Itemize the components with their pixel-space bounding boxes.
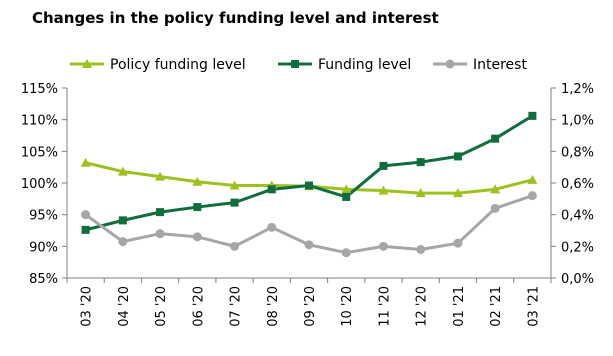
series-2-point bbox=[193, 203, 202, 212]
right-axis-tick-label: 1,2% bbox=[561, 82, 594, 97]
right-axis-tick-label: 0,8% bbox=[561, 145, 594, 160]
series-3-point bbox=[416, 245, 426, 254]
right-axis-tick-label: 0,0% bbox=[561, 272, 594, 287]
series-3-point bbox=[81, 210, 91, 220]
series-3-point bbox=[378, 241, 388, 251]
series-3-point bbox=[267, 222, 277, 232]
left-axis-tick-label: 105% bbox=[21, 145, 58, 160]
series-2-point bbox=[528, 111, 537, 120]
x-axis-tick-label: 08 '20 bbox=[266, 286, 281, 327]
left-axis-tick-label: 85% bbox=[29, 272, 58, 287]
left-axis-tick-label: 110% bbox=[21, 114, 58, 129]
right-axis-tick-label: 0,2% bbox=[561, 240, 594, 255]
series-3-point bbox=[155, 229, 165, 239]
series-1-point bbox=[155, 171, 166, 181]
x-axis-tick-label: 06 '20 bbox=[191, 286, 206, 327]
series-3-point bbox=[341, 248, 351, 258]
series-2-point bbox=[416, 158, 425, 167]
series-2-point bbox=[491, 134, 500, 143]
series-2-point bbox=[230, 198, 239, 207]
right-axis-tick-label: 0,6% bbox=[561, 177, 594, 192]
series-3-point bbox=[527, 191, 537, 201]
x-axis-tick-label: 05 '20 bbox=[154, 286, 169, 327]
x-axis-tick-label: 12 '20 bbox=[415, 286, 430, 327]
legend-swatch-marker bbox=[291, 60, 299, 68]
series-2-point bbox=[267, 185, 276, 194]
x-axis-tick-label: 10 '20 bbox=[340, 286, 355, 327]
series-1-point bbox=[378, 185, 389, 195]
series-2-point bbox=[453, 152, 462, 161]
x-axis-tick-label: 07 '20 bbox=[229, 286, 244, 327]
left-axis-tick-label: 90% bbox=[29, 240, 58, 255]
legend-label: Funding level bbox=[318, 57, 411, 73]
series-2-point bbox=[379, 161, 388, 170]
series-1-point bbox=[341, 184, 352, 194]
series-2-point bbox=[81, 225, 90, 234]
right-axis-tick-label: 0,4% bbox=[561, 209, 594, 224]
legend-swatch-marker bbox=[82, 59, 92, 68]
legend-label: Policy funding level bbox=[110, 57, 246, 73]
chart-title: Changes in the policy funding level and … bbox=[32, 9, 439, 27]
series-1-point bbox=[80, 157, 91, 167]
series-1-point bbox=[117, 166, 128, 176]
series-1-point bbox=[527, 174, 538, 184]
series-1-point bbox=[192, 176, 203, 186]
series-3-point bbox=[490, 203, 500, 213]
series-3-point bbox=[304, 240, 314, 250]
legend-swatch-marker bbox=[445, 59, 455, 69]
series-2-point bbox=[118, 216, 127, 225]
x-axis-tick-label: 01 '21 bbox=[452, 286, 467, 327]
left-axis-tick-label: 100% bbox=[21, 177, 58, 192]
series-3-point bbox=[118, 237, 128, 247]
series-line-2 bbox=[85, 114, 534, 232]
series-2-point bbox=[156, 208, 165, 217]
series-1-point bbox=[490, 184, 501, 194]
series-2-point bbox=[305, 181, 313, 190]
legend-label: Interest bbox=[473, 57, 527, 73]
x-axis-tick-label: 02 '21 bbox=[489, 286, 504, 327]
series-1-point bbox=[452, 188, 463, 198]
x-axis-tick-label: 11 '20 bbox=[377, 286, 392, 327]
x-axis-tick-label: 03 '21 bbox=[526, 286, 541, 327]
series-1-point bbox=[229, 180, 240, 190]
right-axis-tick-label: 1,0% bbox=[561, 114, 594, 129]
series-3-point bbox=[453, 238, 463, 248]
series-1-point bbox=[415, 188, 426, 198]
series-2-point bbox=[342, 192, 351, 201]
left-axis-tick-label: 95% bbox=[29, 209, 58, 224]
series-3-point bbox=[192, 232, 202, 242]
x-axis-tick-label: 04 '20 bbox=[117, 286, 132, 327]
series-3-point bbox=[230, 241, 240, 251]
left-axis-tick-label: 115% bbox=[21, 82, 58, 97]
x-axis-tick-label: 09 '20 bbox=[303, 286, 318, 327]
x-axis-tick-label: 03 '20 bbox=[80, 286, 95, 327]
